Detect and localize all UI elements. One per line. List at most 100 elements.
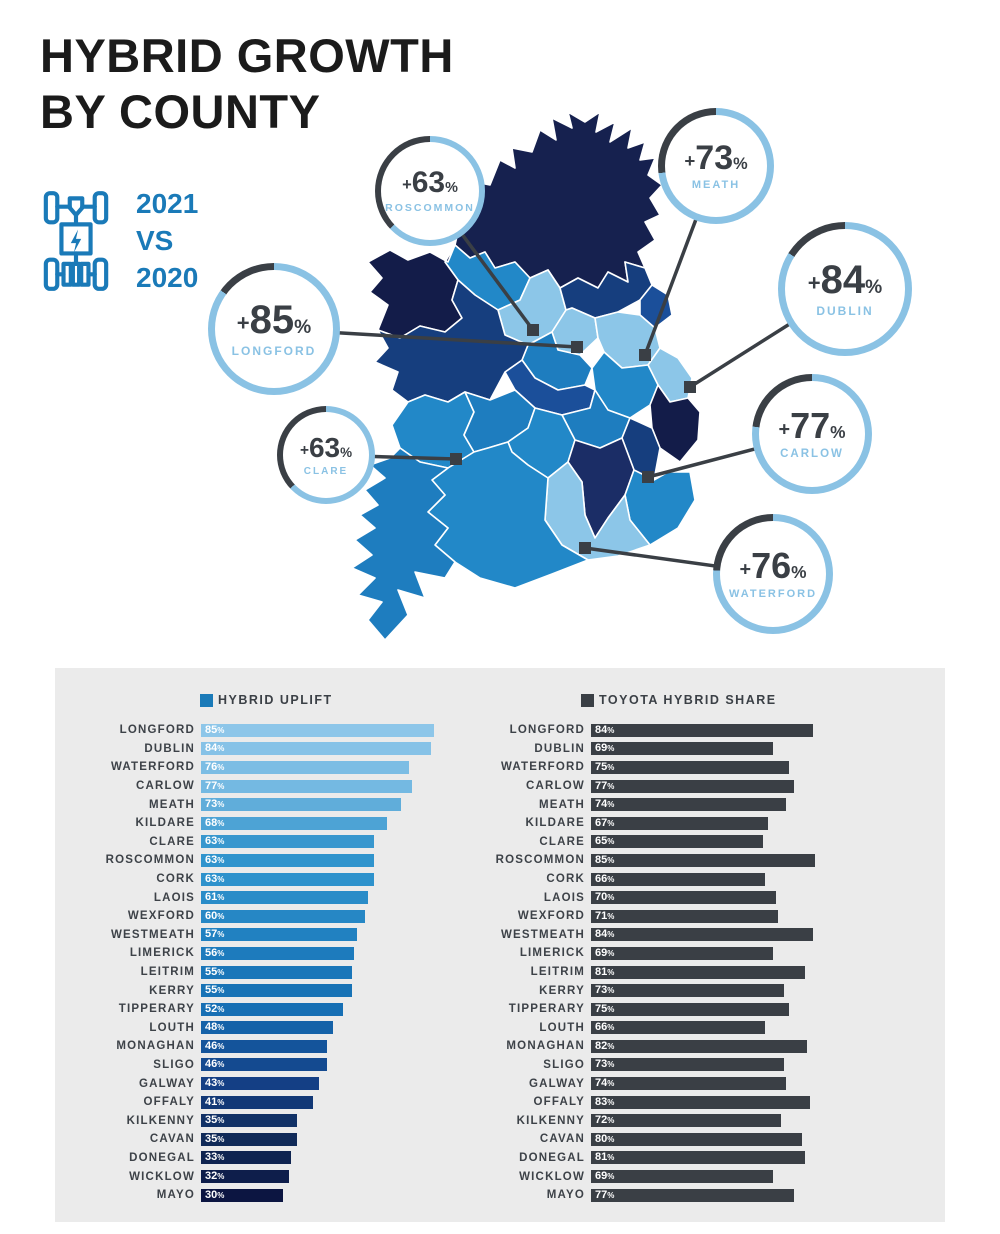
chart-row-monaghan: MONAGHAN 46% bbox=[100, 1037, 434, 1056]
county-label: SLIGO bbox=[153, 1058, 195, 1071]
bar: 55% bbox=[201, 965, 352, 979]
callout-marker-waterford bbox=[579, 542, 591, 554]
chart-row-westmeath: WESTMEATH 84% bbox=[488, 926, 815, 945]
bar-value: 84% bbox=[595, 723, 615, 736]
bar-value: 69% bbox=[595, 1170, 615, 1183]
bar-value: 55% bbox=[205, 965, 225, 978]
callout-text: +76% WATERFORD bbox=[713, 514, 833, 634]
county-label: MEATH bbox=[148, 798, 195, 811]
county-label: WICKLOW bbox=[519, 1170, 585, 1183]
chart-row-kilkenny: KILKENNY 35% bbox=[100, 1111, 434, 1130]
bar-value: 74% bbox=[595, 1077, 615, 1090]
bar: 43% bbox=[201, 1077, 319, 1091]
bar-value: 32% bbox=[205, 1170, 225, 1183]
bar-value: 81% bbox=[595, 965, 615, 978]
bar: 60% bbox=[201, 909, 366, 923]
bar-value: 63% bbox=[205, 835, 225, 848]
county-label: DUBLIN bbox=[534, 742, 585, 755]
bar: 33% bbox=[201, 1151, 292, 1165]
callout-text: +63% CLARE bbox=[277, 406, 375, 504]
callout-carlow: +77% CARLOW bbox=[752, 374, 872, 494]
callout-value: +63% bbox=[402, 166, 458, 199]
chart-row-dublin: DUBLIN 84% bbox=[100, 740, 434, 759]
hybrid-uplift-chart: HYBRID UPLIFT LONGFORD 85% DUBLIN 84% WATERF… bbox=[100, 692, 434, 1204]
callout-value: +76% bbox=[739, 545, 807, 586]
bar: 67% bbox=[591, 816, 768, 830]
county-label: OFFALY bbox=[143, 1096, 195, 1109]
bar-value: 67% bbox=[595, 816, 615, 829]
bar: 85% bbox=[591, 853, 816, 867]
chart-row-donegal: DONEGAL 81% bbox=[488, 1149, 815, 1168]
callout-county-label: CARLOW bbox=[780, 448, 844, 460]
bar-value: 77% bbox=[205, 779, 225, 792]
bar: 69% bbox=[591, 742, 774, 756]
chart-row-kilkenny: KILKENNY 72% bbox=[488, 1111, 815, 1130]
bar: 56% bbox=[201, 946, 355, 960]
bar-value: 80% bbox=[595, 1132, 615, 1145]
chart-row-wexford: WEXFORD 71% bbox=[488, 907, 815, 926]
chart-row-cavan: CAVAN 80% bbox=[488, 1130, 815, 1149]
chart-row-galway: GALWAY 74% bbox=[488, 1074, 815, 1093]
bar-value: 77% bbox=[595, 779, 615, 792]
county-label: WATERFORD bbox=[110, 761, 195, 774]
bar: 70% bbox=[591, 891, 776, 905]
chart-row-meath: MEATH 74% bbox=[488, 795, 815, 814]
chart-row-meath: MEATH 73% bbox=[100, 795, 434, 814]
bar-value: 35% bbox=[205, 1132, 225, 1145]
bar-value: 84% bbox=[205, 742, 225, 755]
county-label: WESTMEATH bbox=[110, 928, 195, 941]
bar: 81% bbox=[591, 965, 805, 979]
bar-value: 77% bbox=[595, 1188, 615, 1201]
county-label: MAYO bbox=[546, 1189, 585, 1202]
chart-row-roscommon: ROSCOMMON 85% bbox=[488, 851, 816, 870]
bar-value: 76% bbox=[205, 760, 225, 773]
callout-text: +63% ROSCOMMON bbox=[375, 136, 485, 246]
progress-ring bbox=[208, 263, 340, 395]
chart-row-cavan: CAVAN 35% bbox=[100, 1130, 434, 1149]
callout-clare: +63% CLARE bbox=[277, 406, 375, 504]
bar-value: 74% bbox=[595, 798, 615, 811]
chart-row-offaly: OFFALY 83% bbox=[488, 1093, 815, 1112]
bar: 74% bbox=[591, 1077, 787, 1091]
county-label: LEITRIM bbox=[140, 966, 195, 979]
bar-value: 46% bbox=[205, 1039, 225, 1052]
county-label: KILKENNY bbox=[126, 1114, 195, 1127]
county-label: WESTMEATH bbox=[500, 928, 585, 941]
bar: 65% bbox=[591, 835, 763, 849]
callout-marker-roscommon bbox=[527, 324, 539, 336]
county-label: CARLOW bbox=[526, 780, 585, 793]
bar-value: 41% bbox=[205, 1095, 225, 1108]
county-label: KERRY bbox=[539, 984, 585, 997]
legend-label: TOYOTA HYBRID SHARE bbox=[599, 693, 777, 707]
chart-row-wicklow: WICKLOW 69% bbox=[488, 1167, 815, 1186]
chart-row-leitrim: LEITRIM 55% bbox=[100, 963, 434, 982]
bar: 72% bbox=[591, 1114, 782, 1128]
county-label: ROSCOMMON bbox=[495, 854, 585, 867]
callout-value: +63% bbox=[299, 431, 353, 463]
chart-row-limerick: LIMERICK 69% bbox=[488, 944, 815, 963]
bar: 63% bbox=[201, 853, 374, 867]
bar: 46% bbox=[201, 1039, 328, 1053]
bar-value: 30% bbox=[205, 1188, 225, 1201]
bar: 69% bbox=[591, 1170, 774, 1184]
bar: 30% bbox=[201, 1188, 284, 1202]
bar: 77% bbox=[591, 779, 795, 793]
legend-swatch-blue bbox=[200, 693, 213, 707]
bar-value: 60% bbox=[205, 909, 225, 922]
toyota-hybrid-share-legend: TOYOTA HYBRID SHARE bbox=[581, 692, 815, 708]
county-label: CORK bbox=[156, 873, 195, 886]
county-label: LIMERICK bbox=[519, 947, 585, 960]
bar-value: 52% bbox=[205, 1002, 225, 1015]
page-title: HYBRID GROWTH BY COUNTY bbox=[40, 28, 454, 141]
bar-value: 73% bbox=[595, 984, 615, 997]
bar-value: 66% bbox=[595, 1021, 615, 1034]
bar-value: 84% bbox=[595, 928, 615, 941]
chart-row-leitrim: LEITRIM 81% bbox=[488, 963, 815, 982]
chart-row-clare: CLARE 63% bbox=[100, 833, 434, 852]
bar: 68% bbox=[201, 816, 388, 830]
bar: 63% bbox=[201, 835, 374, 849]
bar: 73% bbox=[591, 1058, 784, 1072]
county-label: KILKENNY bbox=[516, 1114, 585, 1127]
callout-county-label: WATERFORD bbox=[728, 588, 818, 600]
chart-row-monaghan: MONAGHAN 82% bbox=[488, 1037, 815, 1056]
